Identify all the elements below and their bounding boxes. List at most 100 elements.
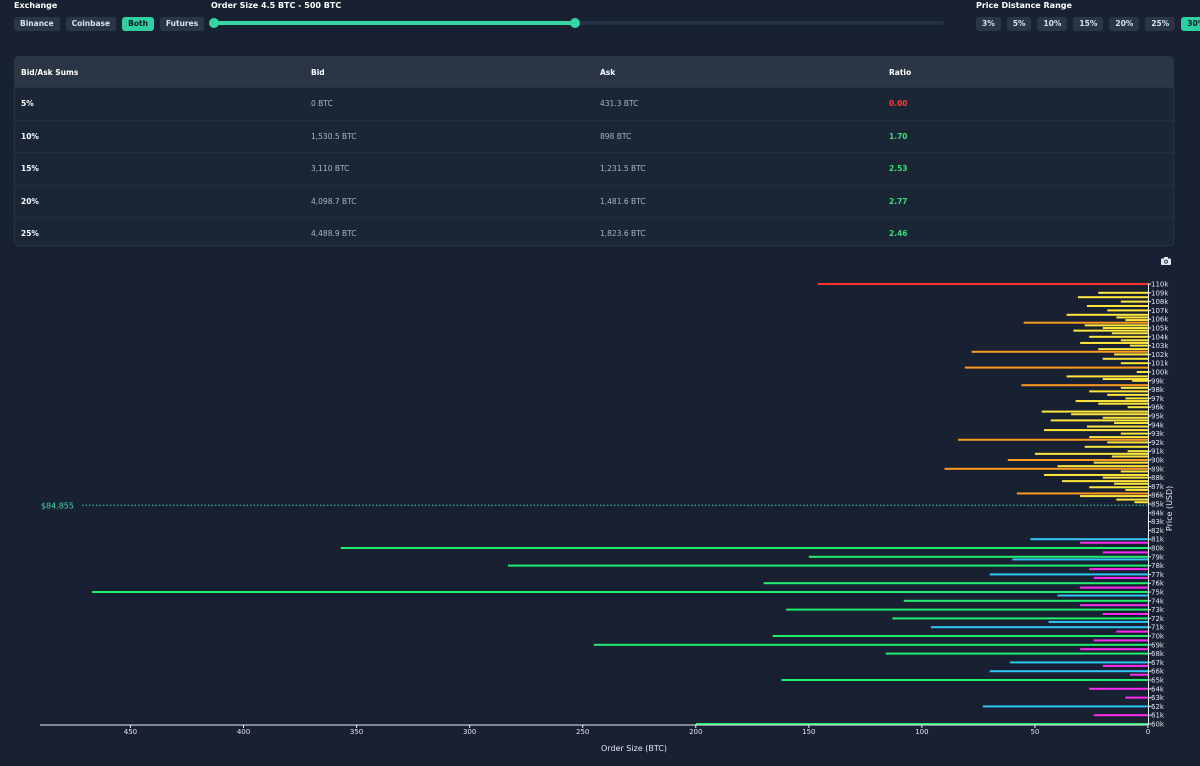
- ask-bar: [1066, 375, 1148, 378]
- y-tick-label: 72k: [1151, 615, 1165, 623]
- bid-cell: 4,098.7 BTC: [311, 196, 357, 206]
- ask-bar: [1093, 461, 1148, 464]
- bid-bar: [1089, 687, 1148, 690]
- y-tick-label: 63k: [1151, 694, 1165, 702]
- y-tick-label: 75k: [1151, 589, 1165, 597]
- y-tick-label: 61k: [1151, 712, 1165, 720]
- ask-bar: [1077, 296, 1148, 299]
- bid-bar: [808, 555, 1148, 558]
- distance-button-5[interactable]: 5%: [1006, 17, 1032, 31]
- bid-bar: [695, 723, 1148, 725]
- bid-bar: [1048, 620, 1148, 623]
- bid-bar: [989, 670, 1148, 673]
- distance-button-10[interactable]: 10%: [1037, 17, 1068, 31]
- ask-bar: [1023, 321, 1148, 324]
- order-size-slider[interactable]: [209, 18, 944, 28]
- y-tick-label: 103k: [1151, 342, 1169, 350]
- y-tick-label: 95k: [1151, 413, 1165, 421]
- table-row: 10% 1,530.5 BTC 898 BTC 1.70: [15, 119, 1173, 153]
- bid-bar: [340, 547, 1148, 549]
- y-tick-label: 104k: [1151, 333, 1169, 341]
- ask-bar: [1016, 492, 1148, 495]
- y-tick-label: 86k: [1151, 492, 1165, 500]
- bid-bar: [1093, 714, 1148, 717]
- bid-bar: [1080, 648, 1148, 651]
- exchange-label: Exchange: [14, 1, 58, 10]
- bid-bar: [989, 573, 1148, 576]
- bid-bar: [930, 626, 1148, 629]
- price-distance-button-group: 3% 5% 10% 15% 20% 25% 30%: [976, 17, 1200, 31]
- bid-bar: [786, 608, 1148, 611]
- price-distance-label: Price Distance Range: [976, 1, 1072, 10]
- y-tick-label: 87k: [1151, 483, 1165, 491]
- bid-cell: 3,110 BTC: [311, 164, 350, 174]
- ask-bar: [1111, 455, 1148, 458]
- ratio-cell: 2.46: [889, 229, 908, 239]
- y-tick-label: 70k: [1151, 633, 1165, 641]
- distance-button-3[interactable]: 3%: [976, 17, 1001, 31]
- bid-bar: [1116, 630, 1148, 633]
- bid-cell: 1,530.5 BTC: [311, 131, 357, 141]
- ask-bar: [1129, 344, 1148, 347]
- ask-bar: [1089, 390, 1148, 393]
- ask-bar: [1120, 339, 1148, 342]
- ask-bar: [1120, 362, 1148, 365]
- ask-bar: [1107, 393, 1148, 396]
- bid-bar: [508, 564, 1148, 567]
- y-tick-label: 88k: [1151, 474, 1165, 482]
- y-tick-label: 77k: [1151, 571, 1165, 579]
- distance-button-30[interactable]: 30%: [1181, 17, 1200, 31]
- bid-bar: [1093, 639, 1148, 642]
- distance-button-25[interactable]: 25%: [1145, 17, 1176, 31]
- ask-bar: [1075, 400, 1148, 403]
- ask-bar: [1114, 422, 1148, 425]
- order-size-min-handle[interactable]: [209, 18, 219, 28]
- ask-cell: 1,823.6 BTC: [600, 229, 646, 239]
- ask-bar: [1062, 480, 1148, 483]
- y-tick-label: 96k: [1151, 404, 1165, 412]
- distance-button-20[interactable]: 20%: [1109, 17, 1140, 31]
- y-tick-label: 62k: [1151, 703, 1165, 711]
- y-tick-label: 91k: [1151, 448, 1165, 456]
- ask-bar: [1102, 476, 1148, 479]
- bid-bar: [1129, 673, 1148, 676]
- ask-bar: [1098, 291, 1148, 294]
- ask-bar: [1043, 429, 1148, 432]
- ratio-cell: 2.77: [889, 196, 908, 206]
- bid-bar: [1057, 594, 1148, 597]
- exchange-button-coinbase[interactable]: Coinbase: [65, 17, 117, 31]
- table-row: 15% 3,110 BTC 1,231.5 BTC 2.53: [15, 152, 1173, 185]
- exchange-button-both[interactable]: Both: [122, 17, 154, 31]
- table-row: 5% 0 BTC 431.3 BTC 0.00: [15, 87, 1173, 120]
- distance-button-15[interactable]: 15%: [1073, 17, 1104, 31]
- exchange-button-futures[interactable]: Futures: [159, 17, 205, 31]
- bid-bar: [594, 643, 1148, 646]
- x-tick-label: 0: [1146, 728, 1150, 736]
- ask-bar: [1021, 384, 1148, 387]
- x-tick-label: 350: [350, 728, 363, 736]
- bid-bar: [982, 705, 1148, 708]
- bid-bar: [885, 652, 1148, 655]
- ask-bar: [1116, 316, 1148, 319]
- y-tick-label: 83k: [1151, 518, 1165, 526]
- bid-bar: [1102, 664, 1148, 667]
- bid-bar: [1030, 538, 1148, 541]
- ask-bar: [1089, 436, 1148, 439]
- exchange-button-binance[interactable]: Binance: [14, 17, 60, 31]
- table-header-ratio: Ratio: [889, 67, 912, 77]
- ask-cell: 1,231.5 BTC: [600, 164, 646, 174]
- ask-bar: [1034, 452, 1148, 455]
- bid-bar: [92, 591, 1148, 593]
- order-size-max-handle[interactable]: [570, 18, 581, 28]
- ask-bar: [1114, 482, 1148, 485]
- ask-bar: [1125, 397, 1148, 400]
- camera-icon[interactable]: [1161, 257, 1171, 265]
- bid-bar: [1125, 696, 1148, 699]
- ask-bar: [1089, 335, 1148, 338]
- y-tick-label: 64k: [1151, 685, 1165, 693]
- bid-cell: 0 BTC: [311, 99, 333, 109]
- y-tick-label: 60k: [1151, 721, 1165, 729]
- ask-bar: [1084, 445, 1148, 448]
- ask-cell: 1,481.6 BTC: [600, 196, 646, 206]
